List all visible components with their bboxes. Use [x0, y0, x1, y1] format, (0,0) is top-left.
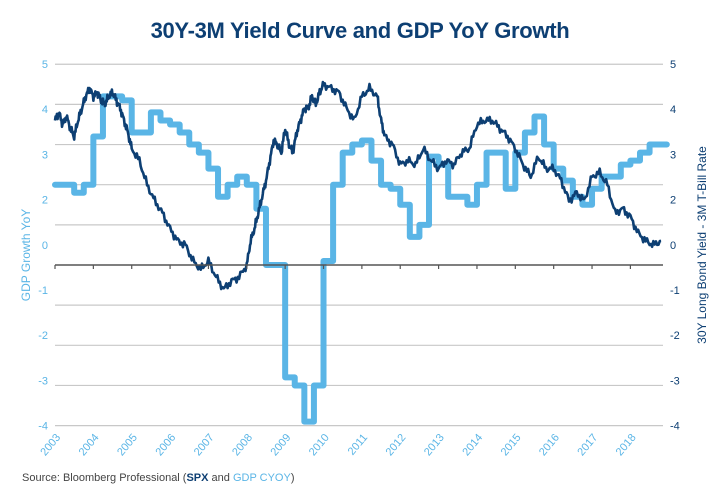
series-gdp-growth — [52, 93, 670, 425]
x-tick-label: 2009 — [269, 432, 294, 458]
y-tick-label-left: -2 — [38, 330, 48, 342]
x-tick-label: 2007 — [192, 432, 217, 458]
y-tick-label-left: 5 — [42, 59, 48, 71]
y-tick-label-left: 0 — [42, 240, 48, 252]
y-axis-right-label: 30Y Long Bond Yield - 3M T-Bill Rate — [695, 146, 709, 344]
x-tick-label: 2014 — [460, 432, 485, 458]
source-and: and — [208, 472, 233, 484]
y-tick-label-right: -4 — [670, 421, 680, 433]
series-layer — [52, 80, 670, 425]
y-tick-label-right: 5 — [670, 59, 676, 71]
y-axis-left-ticks: 5 4 3 2 0 -1 -2 -3 -4 — [38, 59, 48, 433]
source-gdp: GDP CYOY — [232, 472, 291, 484]
x-tick-label: 2015 — [499, 432, 524, 458]
y-tick-label-right: 0 — [670, 240, 676, 252]
chart-title: 30Y-3M Yield Curve and GDP YoY Growth — [150, 18, 570, 43]
x-tick-label: 2004 — [77, 432, 102, 458]
x-tick-label: 2005 — [115, 432, 140, 458]
x-tick-label: 2012 — [384, 432, 409, 458]
x-tick-label: 2008 — [230, 432, 255, 458]
x-tick-label: 2013 — [422, 432, 447, 458]
x-tick-label: 2006 — [153, 432, 178, 458]
x-tick-label: 2018 — [614, 432, 639, 458]
y-tick-label-left: 4 — [42, 104, 48, 116]
y-tick-label-right: -2 — [670, 330, 680, 342]
source-prefix: Source: Bloomberg Professional ( — [22, 472, 187, 484]
source-spx: SPX — [186, 472, 209, 484]
y-axis-left-label: GDP Growth YoY — [19, 209, 33, 302]
y-tick-label-left: 3 — [42, 149, 48, 161]
y-tick-label-right: 4 — [670, 104, 676, 116]
y-tick-label-left: -3 — [38, 375, 48, 387]
x-tick-label: 2003 — [38, 432, 63, 458]
y-tick-label-right: -3 — [670, 375, 680, 387]
y-tick-label-right: 3 — [670, 149, 676, 161]
y-axis-right-ticks: 5 4 3 2 0 -1 -2 -3 -4 — [670, 59, 680, 433]
y-tick-label-right: 2 — [670, 195, 676, 207]
source-suffix: ) — [290, 472, 295, 484]
x-axis-ticks: 2003 2004 2005 2006 2007 2008 2009 2010 2011 2012… — [38, 432, 638, 458]
x-tick-label: 2010 — [307, 432, 332, 458]
x-tick-label: 2017 — [575, 432, 600, 458]
y-tick-label-left: -4 — [38, 421, 48, 433]
y-tick-label-left: -1 — [38, 285, 48, 297]
x-tick-label: 2016 — [537, 432, 562, 458]
source-note: Source: Bloomberg Professional (SPX and … — [22, 472, 295, 484]
x-axis — [54, 264, 663, 269]
y-tick-label-right: -1 — [670, 285, 680, 297]
y-tick-label-left: 2 — [42, 195, 48, 207]
gridlines — [55, 63, 663, 427]
x-tick-label: 2011 — [346, 432, 370, 458]
series-yield-curve — [53, 80, 662, 291]
